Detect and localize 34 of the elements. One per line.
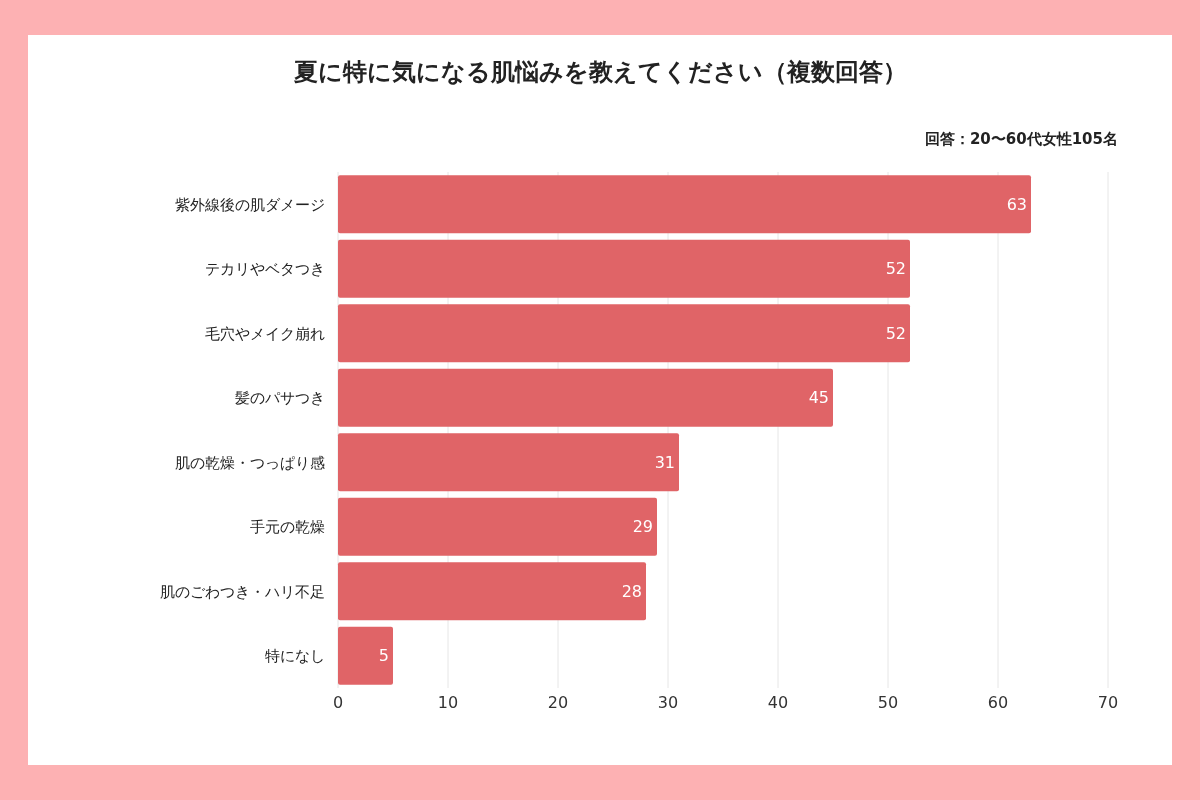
- data-label: 28: [621, 581, 642, 601]
- x-tick-label: 10: [437, 693, 459, 712]
- data-label: 52: [885, 323, 906, 343]
- data-label: 29: [632, 517, 653, 537]
- x-tick-label: 50: [877, 693, 899, 712]
- bar: [338, 562, 646, 621]
- chart-subtitle: 回答：20〜60代女性105名: [924, 130, 1118, 148]
- bar: [338, 433, 679, 492]
- x-tick-label: 30: [657, 693, 679, 712]
- x-tick-label: 70: [1097, 693, 1119, 712]
- y-tick-label: 特になし: [265, 647, 325, 665]
- y-tick-label: 毛穴やメイク崩れ: [205, 324, 325, 343]
- bar: [338, 175, 1031, 234]
- data-label: 5: [378, 646, 389, 666]
- data-label: 52: [885, 259, 906, 279]
- chart-title: 夏に特に気になる肌悩みを教えてください（複数回答）: [292, 58, 907, 86]
- bar: [338, 304, 910, 363]
- x-tick-label: 40: [767, 693, 789, 712]
- y-tick-label: 肌の乾燥・つっぱり感: [175, 453, 325, 472]
- bar: [338, 497, 657, 556]
- data-label: 45: [808, 388, 829, 408]
- data-label: 63: [1006, 194, 1027, 214]
- y-tick-label: 髪のパサつき: [235, 389, 325, 407]
- y-tick-label: テカリやベタつき: [205, 260, 325, 278]
- bar: [338, 626, 393, 685]
- x-tick-label: 0: [332, 693, 344, 712]
- x-tick-label: 20: [547, 693, 569, 712]
- data-label: 31: [654, 452, 675, 472]
- y-tick-label: 紫外線後の肌ダメージ: [175, 195, 325, 214]
- bar: [338, 239, 910, 298]
- x-tick-label: 60: [987, 693, 1009, 712]
- bar: [338, 368, 833, 427]
- y-tick-label: 肌のごわつき・ハリ不足: [160, 582, 325, 601]
- y-tick-label: 手元の乾燥: [250, 518, 325, 536]
